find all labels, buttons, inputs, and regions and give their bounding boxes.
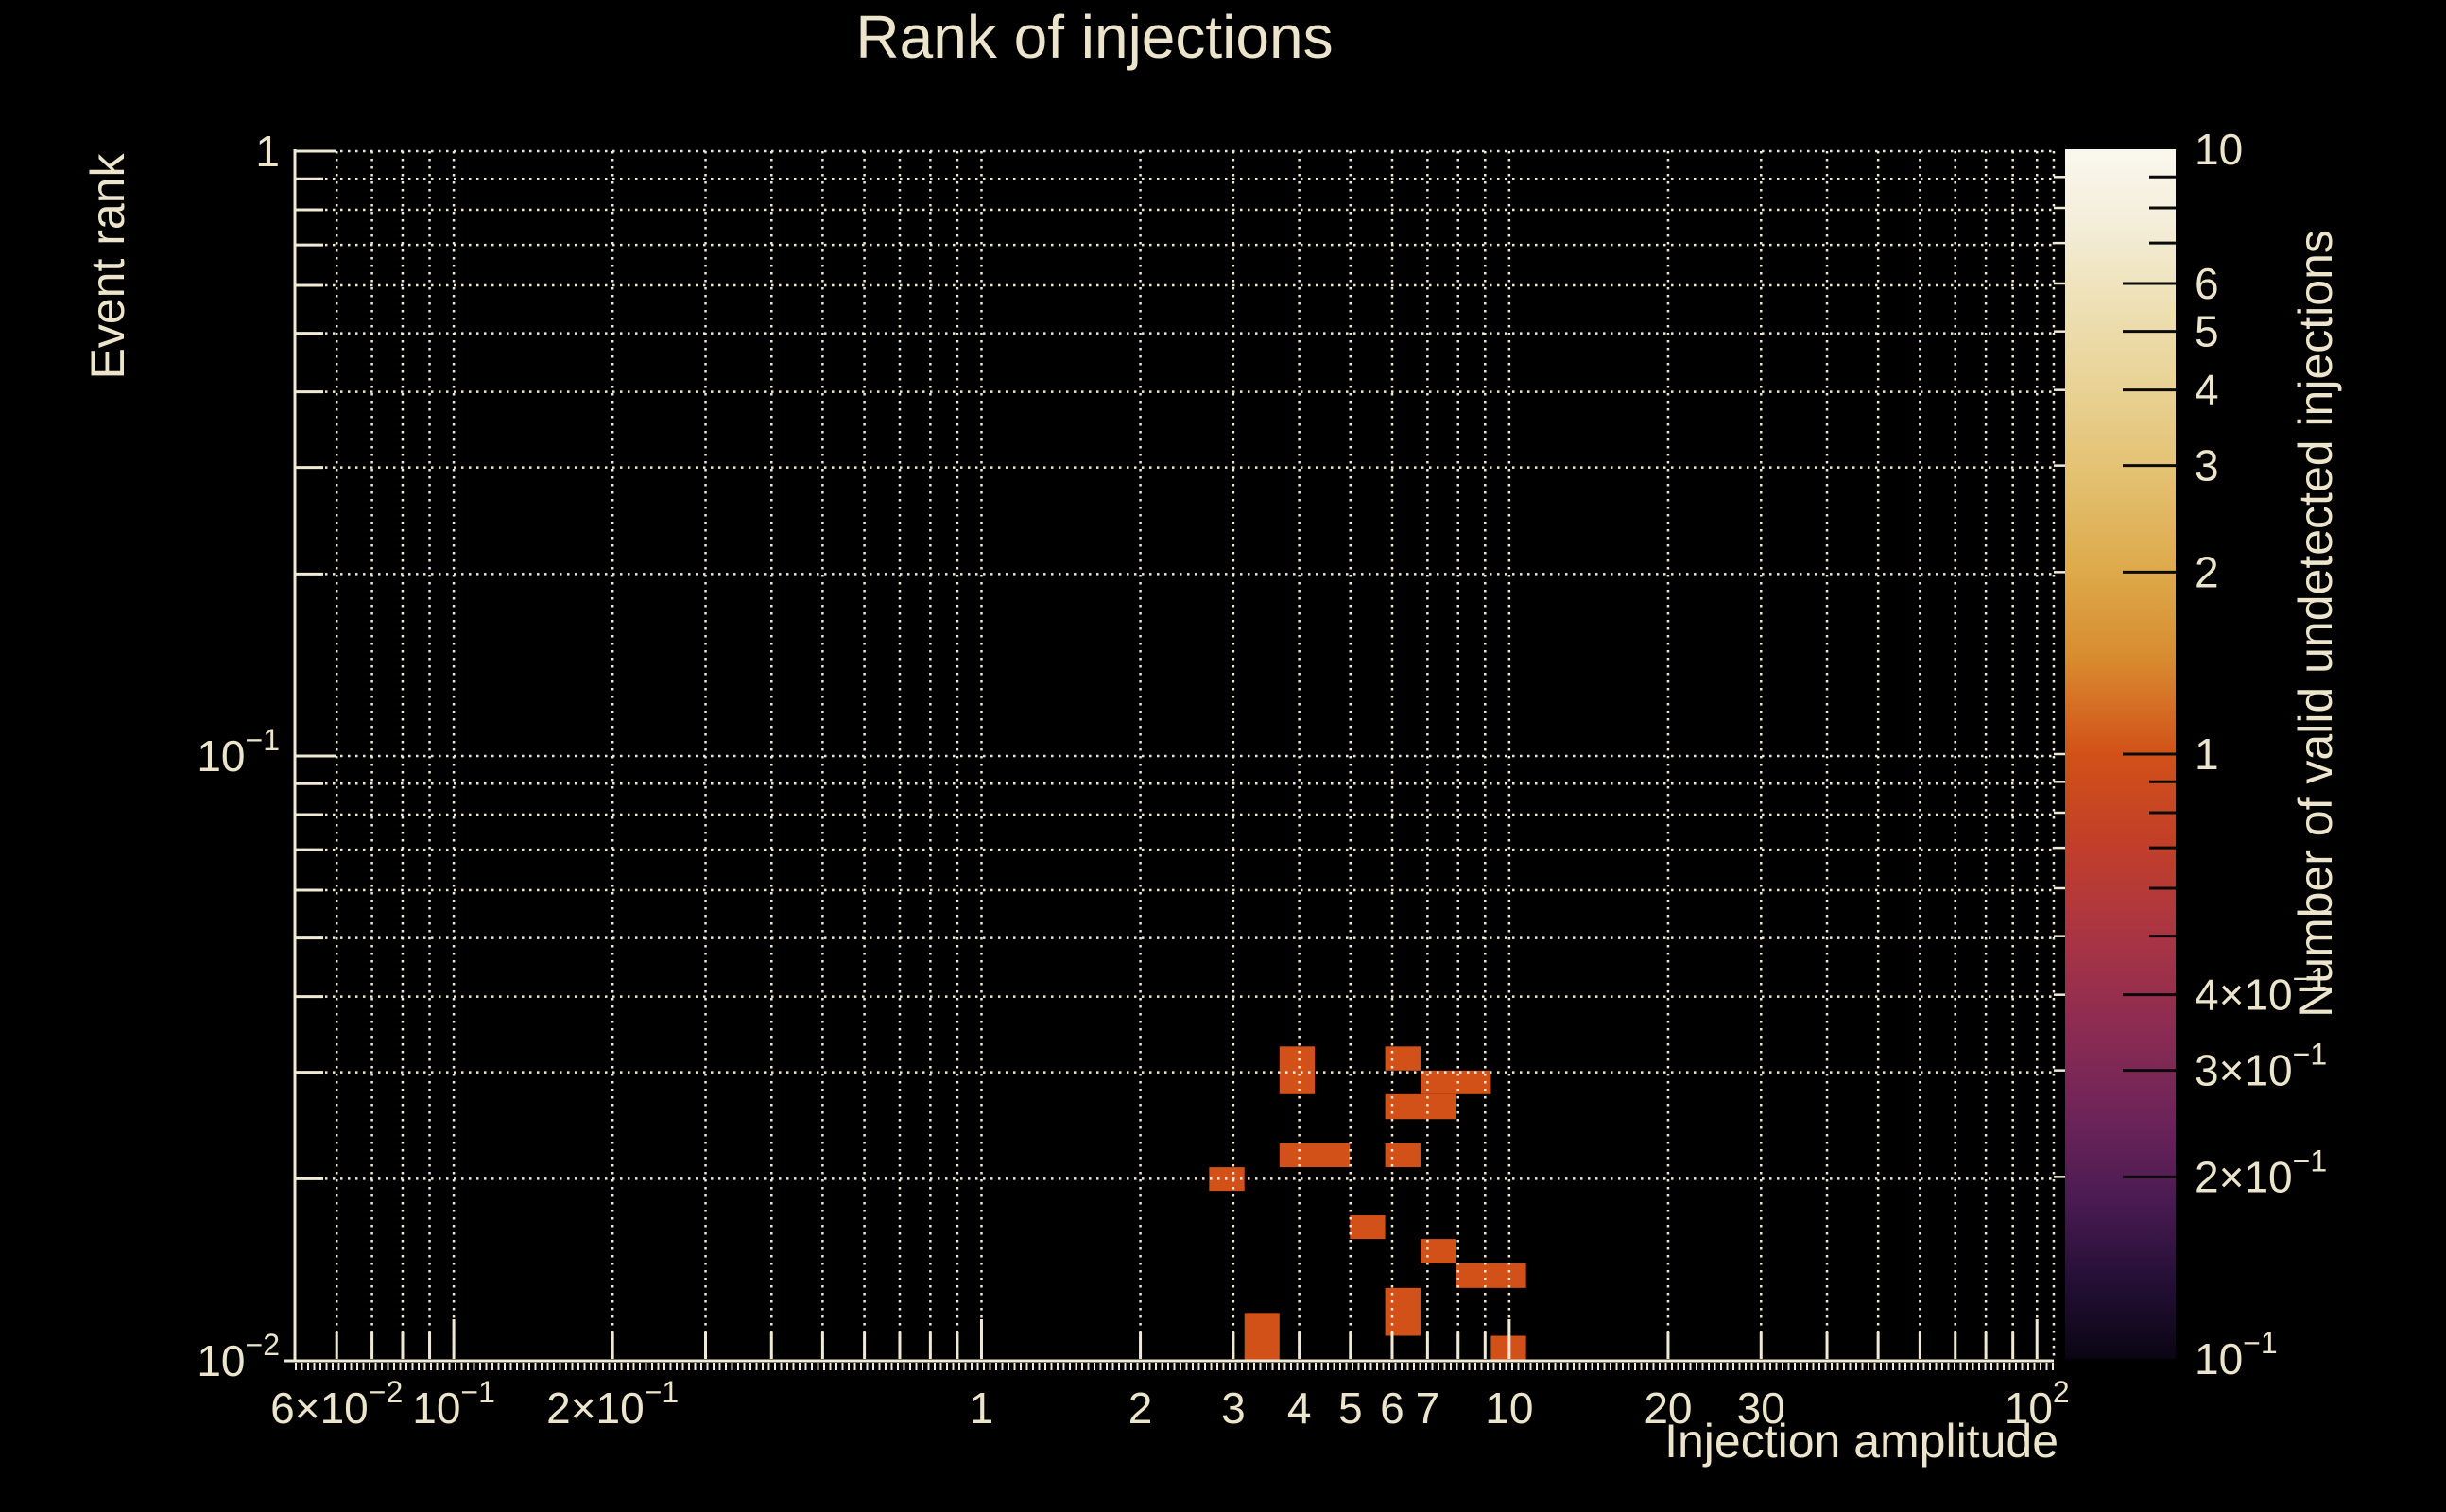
y-tick-label: 10−1 xyxy=(197,723,280,781)
x-tick-label: 1 xyxy=(970,1383,994,1433)
x-tick-label: 10−1 xyxy=(412,1375,495,1433)
heatmap-bin xyxy=(1279,1143,1351,1168)
heatmap-bins xyxy=(1209,1046,1526,1361)
x-tick-label: 30 xyxy=(1737,1383,1785,1433)
colorbar-tick-label: 4×10−1 xyxy=(2195,962,2327,1020)
colorbar-tick-label: 3 xyxy=(2195,441,2219,490)
heatmap-bin xyxy=(1385,1093,1456,1120)
gridlines xyxy=(295,149,2056,1361)
x-tick-label: 4 xyxy=(1287,1383,1312,1433)
y-tick-label: 1 xyxy=(255,127,280,176)
x-tick-labels: 6×10−2 10−1 2×10−1 1 2 3 4 5 6 7 10 20 30 102 xyxy=(270,1375,2070,1433)
colorbar-tick-label: 1 xyxy=(2195,730,2219,779)
x-tick-label: 2×10−1 xyxy=(546,1375,679,1433)
colorbar-tick-label: 2 xyxy=(2195,547,2219,596)
colorbar-axis-label: Number of valid undetected injections xyxy=(2289,230,2342,1018)
colorbar-left-ticks xyxy=(2054,176,2065,1178)
page-title: Rank of injections xyxy=(855,3,1334,71)
heatmap-bin xyxy=(1420,1070,1491,1094)
x-tick-label: 5 xyxy=(1338,1383,1363,1433)
heatmap-bin xyxy=(1385,1287,1421,1336)
colorbar-ticks xyxy=(2123,175,2176,1178)
heatmap-bin xyxy=(1244,1313,1280,1361)
x-tick-label: 2 xyxy=(1128,1383,1153,1433)
x-tick-label: 10 xyxy=(1485,1383,1533,1433)
heatmap-bin xyxy=(1279,1046,1316,1094)
colorbar-tick-label: 10−1 xyxy=(2195,1326,2278,1383)
heatmap-bin xyxy=(1420,1239,1456,1263)
colorbar-tick-label: 6 xyxy=(2195,259,2219,308)
colorbar-tick-label: 4 xyxy=(2195,366,2219,415)
x-tick-label: 20 xyxy=(1644,1383,1692,1433)
x-tick-label: 3 xyxy=(1221,1383,1246,1433)
x-tick-label: 6 xyxy=(1380,1383,1404,1433)
y-tick-label: 10−2 xyxy=(197,1328,280,1385)
x-tick-label: 102 xyxy=(2005,1375,2070,1433)
heatmap-bin xyxy=(1385,1143,1421,1168)
heatmap-bin xyxy=(1385,1046,1421,1071)
x-axis-label: Injection amplitude xyxy=(1664,1415,2058,1468)
colorbar-tick-label: 10 xyxy=(2195,125,2243,174)
colorbar-tick-labels: 10 65 4 3 2 1 4×10−1 3×10−1 2×10−1 10−1 xyxy=(2195,125,2327,1383)
heatmap-bin xyxy=(1456,1263,1526,1288)
x-tick-label: 6×10−2 xyxy=(270,1375,403,1433)
colorbar-tick-label: 2×10−1 xyxy=(2195,1143,2327,1201)
x-tick-label: 7 xyxy=(1416,1383,1440,1433)
y-axis-label: Event rank xyxy=(81,153,134,380)
colorbar-tick-label: 5 xyxy=(2195,307,2219,356)
colorbar-tick-label: 3×10−1 xyxy=(2195,1038,2327,1095)
y-tick-labels: 1 10−1 10−2 xyxy=(197,127,280,1385)
heatmap-bin xyxy=(1350,1215,1386,1240)
